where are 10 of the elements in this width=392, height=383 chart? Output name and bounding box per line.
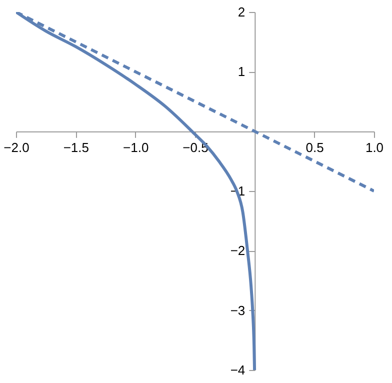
y-tick-label: 1 [238, 64, 246, 80]
x-tick-label: 0.5 [306, 140, 324, 155]
y-tick-label: −3 [230, 302, 246, 318]
y-tick-label: −2 [230, 243, 246, 258]
y-tick-label: 2 [238, 4, 246, 20]
y-tick-label: −4 [230, 362, 246, 378]
x-tick-label: −2.0 [4, 140, 30, 155]
x-tick-label: −1.0 [122, 140, 149, 155]
x-tick-label: 1.0 [365, 140, 384, 155]
x-tick-label: −1.5 [63, 140, 90, 155]
